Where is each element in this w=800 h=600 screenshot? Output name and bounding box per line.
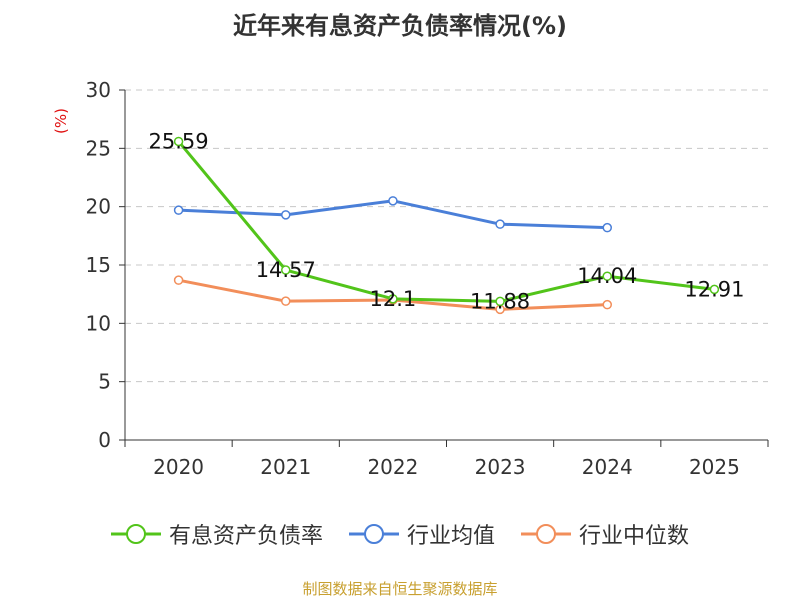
data-point[interactable]	[709, 284, 720, 295]
chart-title: 近年来有息资产负债率情况(%)	[233, 12, 567, 40]
data-point[interactable]	[602, 299, 612, 310]
data-point[interactable]	[602, 271, 612, 281]
y-tick-label: 5	[98, 370, 111, 394]
legend: 有息资产负债率 行业均值 行业中位数	[0, 518, 800, 550]
data-point[interactable]	[602, 222, 612, 233]
data-label: 14.57	[256, 258, 316, 282]
data-point[interactable]	[281, 265, 291, 275]
legend-label: 行业中位数	[579, 524, 690, 549]
data-point[interactable]	[388, 196, 398, 206]
data-label: 12.1	[370, 287, 417, 311]
x-tick-label: 2020	[153, 455, 204, 479]
x-tick-label: 2024	[582, 455, 633, 479]
x-tick-label: 2022	[367, 455, 418, 479]
data-label: 11.88	[470, 289, 530, 313]
data-point[interactable]	[281, 296, 291, 306]
legend-swatch-blue	[348, 524, 399, 544]
series-line	[177, 140, 715, 303]
data-point[interactable]	[388, 294, 398, 304]
x-tick-label: 2025	[689, 455, 740, 479]
legend-swatch-green	[110, 524, 161, 544]
legend-label: 有息资产负债率	[168, 524, 323, 549]
source-footer: 制图数据来自恒生聚源数据库	[302, 580, 498, 598]
data-point[interactable]	[495, 219, 505, 229]
legend-item-industry-median[interactable]: 行业中位数	[521, 518, 689, 550]
legend-item-interest-debt-ratio[interactable]: 有息资产负债率	[110, 518, 323, 550]
data-point[interactable]	[281, 210, 291, 220]
data-point[interactable]	[173, 275, 184, 285]
series-group	[173, 136, 720, 315]
data-point[interactable]	[173, 136, 184, 147]
data-label: 12.91	[684, 277, 744, 301]
legend-swatch-orange	[521, 524, 571, 544]
data-labels: 25.59 14.57 12.1 11.88 14.04 12.91	[149, 129, 745, 313]
y-tick-label: 25	[86, 136, 111, 160]
data-label: 25.59	[149, 129, 209, 153]
x-tick-label: 2023	[475, 455, 526, 479]
y-tick-label: 15	[86, 253, 111, 277]
y-tick-label: 30	[86, 78, 111, 102]
y-tick-label: 10	[86, 311, 111, 335]
y-tick-label: 0	[98, 428, 111, 452]
data-point[interactable]	[495, 296, 505, 307]
data-point[interactable]	[173, 205, 184, 215]
legend-label: 行业均值	[406, 524, 495, 549]
data-label: 14.04	[577, 264, 637, 288]
x-tick-label: 2021	[260, 455, 311, 479]
grid-lines	[125, 89, 768, 383]
legend-item-industry-mean[interactable]: 行业均值	[348, 518, 495, 550]
y-tick-label: 20	[86, 195, 111, 219]
